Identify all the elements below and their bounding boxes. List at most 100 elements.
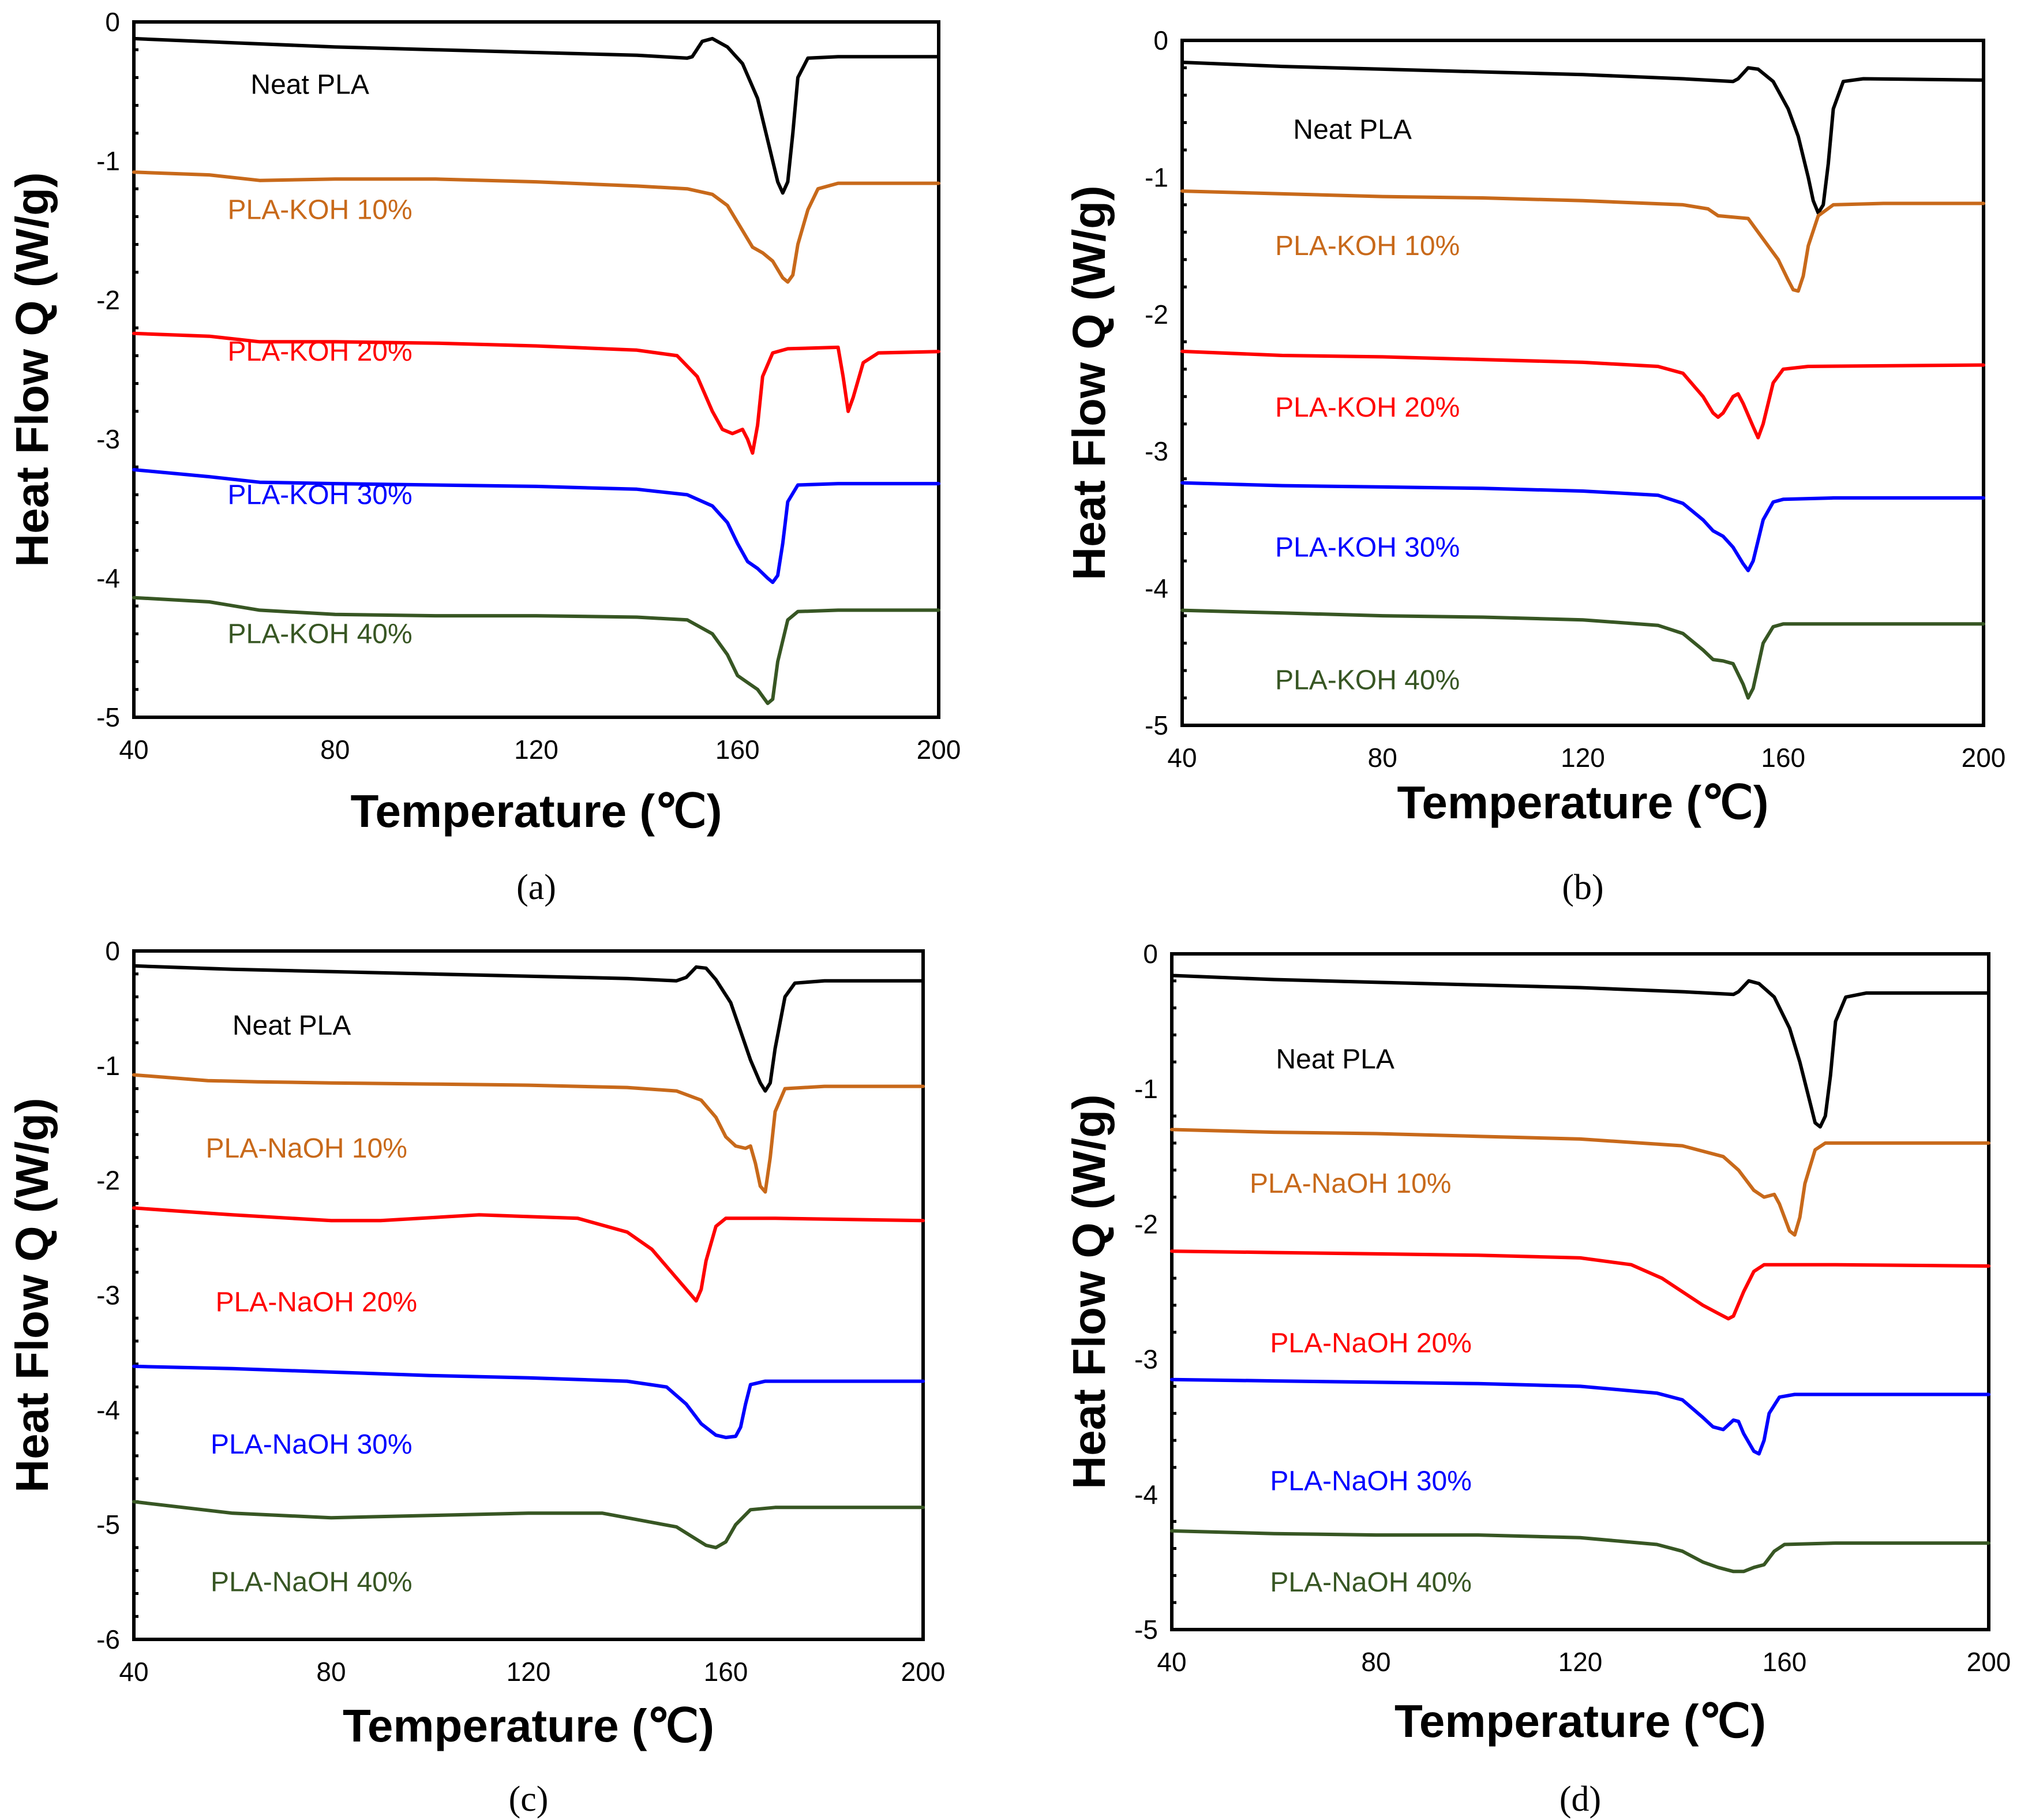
y-tick-label: -5	[96, 1510, 120, 1540]
series-line-0	[132, 964, 925, 1093]
y-tick-label: -4	[96, 563, 120, 593]
series-label: PLA-KOH 40%	[1275, 665, 1460, 696]
x-tick-label: 120	[1558, 1647, 1603, 1677]
y-tick-label: 0	[105, 936, 120, 966]
x-tick-label: 80	[320, 735, 350, 765]
series-label: PLA-NaOH 40%	[211, 1567, 412, 1598]
y-tick-label: -1	[1145, 162, 1168, 192]
series-label: PLA-KOH 20%	[1275, 392, 1460, 423]
y-tick-label: -5	[96, 702, 120, 732]
panel-caption: (a)	[516, 868, 556, 907]
series-label: PLA-KOH 20%	[228, 336, 413, 367]
y-tick-label: -1	[96, 1051, 120, 1081]
chart-panel-d: 0 -1 -2 -3 -4 -540 80 120 160 200 Temperature (℃) H…	[1063, 939, 2011, 1819]
y-tick-label: -2	[1134, 1209, 1158, 1239]
y-tick-label: -2	[96, 285, 120, 315]
y-tick-label: -3	[1134, 1345, 1158, 1375]
y-tick-label: -2	[96, 1166, 120, 1196]
series-label: PLA-KOH 10%	[1275, 231, 1460, 261]
x-axis-title: Temperature (℃)	[1394, 1695, 1766, 1747]
x-tick-label: 160	[1761, 743, 1805, 773]
x-tick-label: 40	[119, 735, 148, 765]
x-tick-label: 200	[901, 1657, 946, 1687]
series-line-1	[1170, 1128, 1990, 1237]
series-line-2	[132, 1206, 925, 1303]
y-tick-label: 0	[1143, 939, 1158, 969]
chart-panel-b: 0 -1 -2 -3 -4 -540 80 120 160 200 Temperature (℃) H…	[1063, 25, 2005, 907]
y-axis-title: Heat Flow Q (W/g)	[6, 1098, 58, 1492]
plot-frame	[1180, 39, 1985, 727]
y-tick-label: -6	[96, 1624, 120, 1654]
plot-frame	[132, 20, 940, 719]
y-axis-title: Heat Flow Q (W/g)	[6, 172, 58, 567]
x-tick-label: 200	[917, 735, 961, 765]
x-tick-label: 80	[1361, 1647, 1390, 1677]
y-tick-label: -1	[96, 146, 120, 176]
y-tick-label: -5	[1145, 710, 1168, 740]
series-line-3	[1180, 481, 1985, 572]
y-tick-label: 0	[105, 7, 120, 37]
series-label: PLA-NaOH 10%	[206, 1133, 407, 1164]
series-line-0	[1170, 973, 1990, 1129]
x-tick-label: 200	[1962, 743, 2006, 773]
y-tick-label: -4	[96, 1395, 120, 1425]
panel-caption: (c)	[509, 1780, 549, 1819]
panel-caption: (b)	[1562, 868, 1603, 907]
series-label: PLA-NaOH 40%	[1270, 1567, 1471, 1598]
x-axis-title: Temperature (℃)	[343, 1700, 714, 1751]
plot-frame	[132, 949, 925, 1641]
x-axis-title: Temperature (℃)	[1397, 777, 1768, 828]
x-axis-title: Temperature (℃)	[350, 785, 722, 837]
series-line-4	[1170, 1529, 1990, 1574]
series-label: PLA-KOH 10%	[228, 194, 413, 225]
y-tick-label: -1	[1134, 1074, 1158, 1104]
x-tick-label: 120	[514, 735, 558, 765]
y-tick-label: -3	[96, 1280, 120, 1310]
y-tick-label: -5	[1134, 1615, 1158, 1645]
x-tick-label: 120	[1561, 743, 1605, 773]
chart-panel-a: 0 -1 -2 -3 -4 -540 80 120 160 200 Temperature (℃) H…	[6, 7, 961, 907]
series-label: PLA-KOH 30%	[228, 480, 413, 510]
series-label: PLA-NaOH 30%	[211, 1429, 412, 1460]
x-tick-label: 80	[316, 1657, 346, 1687]
series-label: Neat PLA	[1293, 114, 1411, 145]
y-tick-label: -2	[1145, 299, 1168, 329]
x-tick-label: 120	[507, 1657, 551, 1687]
y-axis-title: Heat Flow Q (W/g)	[1063, 185, 1115, 580]
x-tick-label: 160	[715, 735, 760, 765]
x-tick-label: 40	[1157, 1647, 1186, 1677]
y-tick-label: -3	[96, 424, 120, 454]
series-label: Neat PLA	[250, 69, 369, 100]
y-tick-label: -4	[1134, 1480, 1158, 1510]
series-label: PLA-KOH 30%	[1275, 532, 1460, 563]
series-line-2	[1170, 1249, 1990, 1321]
series-line-4	[1180, 608, 1985, 700]
x-tick-label: 80	[1368, 743, 1397, 773]
series-line-2	[132, 331, 940, 455]
series-line-0	[132, 36, 940, 195]
y-axis-title: Heat Flow Q (W/g)	[1063, 1094, 1115, 1489]
series-line-0	[1180, 61, 1985, 215]
series-label: Neat PLA	[1276, 1044, 1394, 1075]
series-line-3	[132, 1364, 925, 1440]
chart-panel-c: 0 -1 -2 -3 -4 -5 -640 80 120 160 200 Temperature (℃…	[6, 936, 945, 1819]
series-line-3	[132, 468, 940, 585]
series-label: PLA-NaOH 20%	[216, 1287, 417, 1317]
plot-frame	[1170, 952, 1990, 1631]
x-tick-label: 40	[119, 1657, 148, 1687]
panel-caption: (d)	[1559, 1780, 1601, 1819]
series-line-1	[132, 170, 940, 284]
x-tick-label: 200	[1967, 1647, 2011, 1677]
series-line-4	[132, 1500, 925, 1549]
x-tick-label: 160	[1763, 1647, 1807, 1677]
series-label: PLA-NaOH 20%	[1270, 1328, 1471, 1358]
series-label: Neat PLA	[233, 1010, 351, 1041]
series-line-3	[1170, 1377, 1990, 1456]
series-label: PLA-NaOH 30%	[1270, 1466, 1471, 1496]
x-tick-label: 160	[704, 1657, 748, 1687]
y-tick-label: 0	[1153, 25, 1168, 55]
series-label: PLA-NaOH 10%	[1250, 1169, 1451, 1199]
series-line-1	[1180, 189, 1985, 293]
y-tick-label: -4	[1145, 574, 1168, 604]
